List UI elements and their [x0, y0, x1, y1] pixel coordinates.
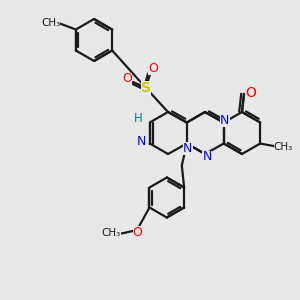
- Text: O: O: [246, 86, 256, 100]
- Text: CH₃: CH₃: [274, 142, 293, 152]
- Text: N: N: [220, 114, 230, 127]
- Text: O: O: [133, 226, 142, 239]
- Text: N: N: [183, 142, 193, 155]
- Text: H: H: [134, 112, 142, 125]
- Text: CH₃: CH₃: [102, 229, 121, 238]
- Text: O: O: [122, 73, 132, 85]
- Text: S: S: [141, 81, 151, 95]
- Text: CH₃: CH₃: [41, 17, 60, 28]
- Text: N: N: [137, 135, 146, 148]
- Text: N: N: [202, 151, 212, 164]
- Text: O: O: [148, 61, 158, 74]
